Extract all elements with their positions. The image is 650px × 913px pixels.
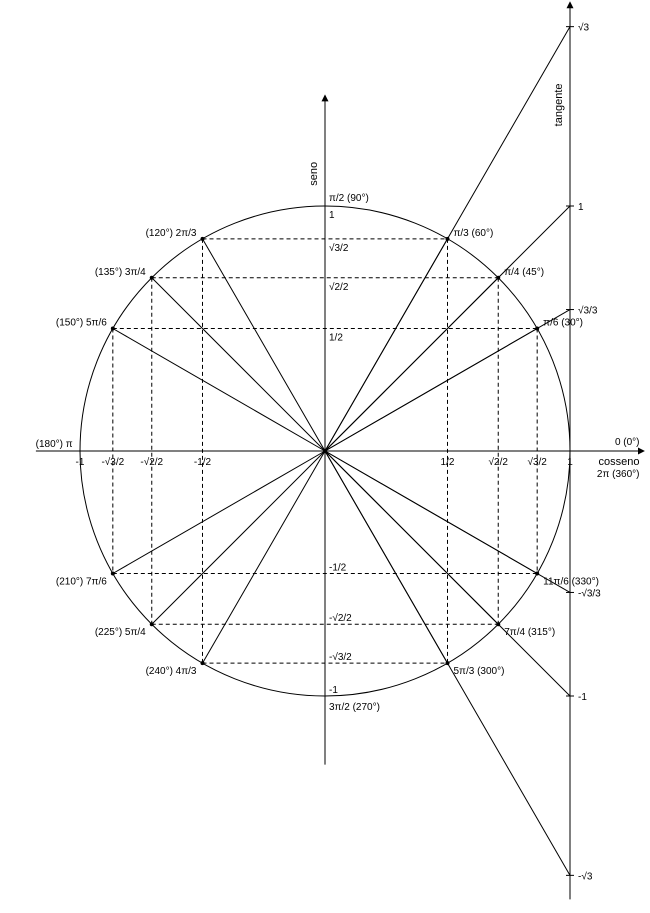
tangent-tick-label: √3	[578, 22, 589, 34]
angle-ray	[203, 239, 326, 451]
x-tick-label: 1	[567, 457, 573, 468]
angle-label: (135°) 3π/4	[95, 267, 146, 278]
angle-point	[111, 572, 115, 576]
x-tick-label: √3/2	[527, 456, 547, 468]
angle-point	[201, 661, 205, 665]
y-tick-label: -√3/2	[329, 651, 352, 663]
x-tick-label: 1/2	[441, 457, 455, 468]
tangent-tick-label: √3/3	[578, 305, 598, 317]
y-tick-bottom: 3π/2 (270°)	[329, 702, 380, 713]
angle-label: (120°) 2π/3	[146, 228, 197, 239]
y-tick-label: -√2/2	[329, 612, 352, 624]
x-tick-label: √2/2	[489, 456, 509, 468]
angle-ray	[113, 451, 325, 574]
angle-label: 7π/4 (315°)	[504, 627, 555, 638]
angle-label: π/3 (60°)	[454, 228, 494, 239]
angle-ray	[113, 329, 325, 452]
tangent-tick-label: -1	[578, 692, 587, 703]
tangent-tick-label: -√3/3	[578, 587, 601, 599]
y-tick-label: √3/2	[329, 242, 349, 254]
angle-ray	[152, 278, 325, 451]
angle-label: (210°) 7π/6	[56, 577, 107, 588]
tangent-tick-label: 1	[578, 202, 584, 213]
angle-label: (240°) 4π/3	[146, 666, 197, 677]
x-tick-label: -√3/2	[101, 456, 124, 468]
angle-point	[150, 622, 154, 626]
angle-label: (150°) 5π/6	[56, 318, 107, 329]
tangent-axis-label: tangente	[553, 84, 565, 127]
y-axis-label: seno	[308, 162, 320, 186]
angle-label: (225°) 5π/4	[95, 627, 146, 638]
y-tick-label: √2/2	[329, 281, 349, 293]
angle-label: 5π/3 (300°)	[454, 666, 505, 677]
x-axis-label: cosseno	[599, 456, 640, 468]
angle-ray	[152, 451, 325, 624]
x-tick-label: -1	[76, 457, 85, 468]
angle-point	[111, 327, 115, 331]
angle-label: π/6 (30°)	[543, 318, 583, 329]
angle-ray	[203, 451, 326, 663]
angle-label: π/4 (45°)	[504, 267, 544, 278]
label-2pi: 2π (360°)	[597, 469, 640, 480]
y-tick-label: 1	[329, 210, 335, 221]
y-tick-label: -1	[329, 685, 338, 696]
y-tick-label: 1/2	[329, 333, 343, 344]
x-tick-label: -1/2	[194, 457, 212, 468]
y-tick-label: -1/2	[329, 563, 347, 574]
angle-point	[150, 276, 154, 280]
angle-point	[201, 237, 205, 241]
label-0: 0 (0°)	[615, 437, 640, 448]
label-180: (180°) π	[36, 439, 73, 450]
x-tick-label: -√2/2	[140, 456, 163, 468]
trig-circle-diagram: seno cosseno tangente 1 π/2 (90°) √3/2 √2/2 1/2…	[0, 0, 650, 913]
y-tick-top: π/2 (90°)	[329, 193, 369, 204]
tangent-tick-label: -√3	[578, 870, 593, 882]
